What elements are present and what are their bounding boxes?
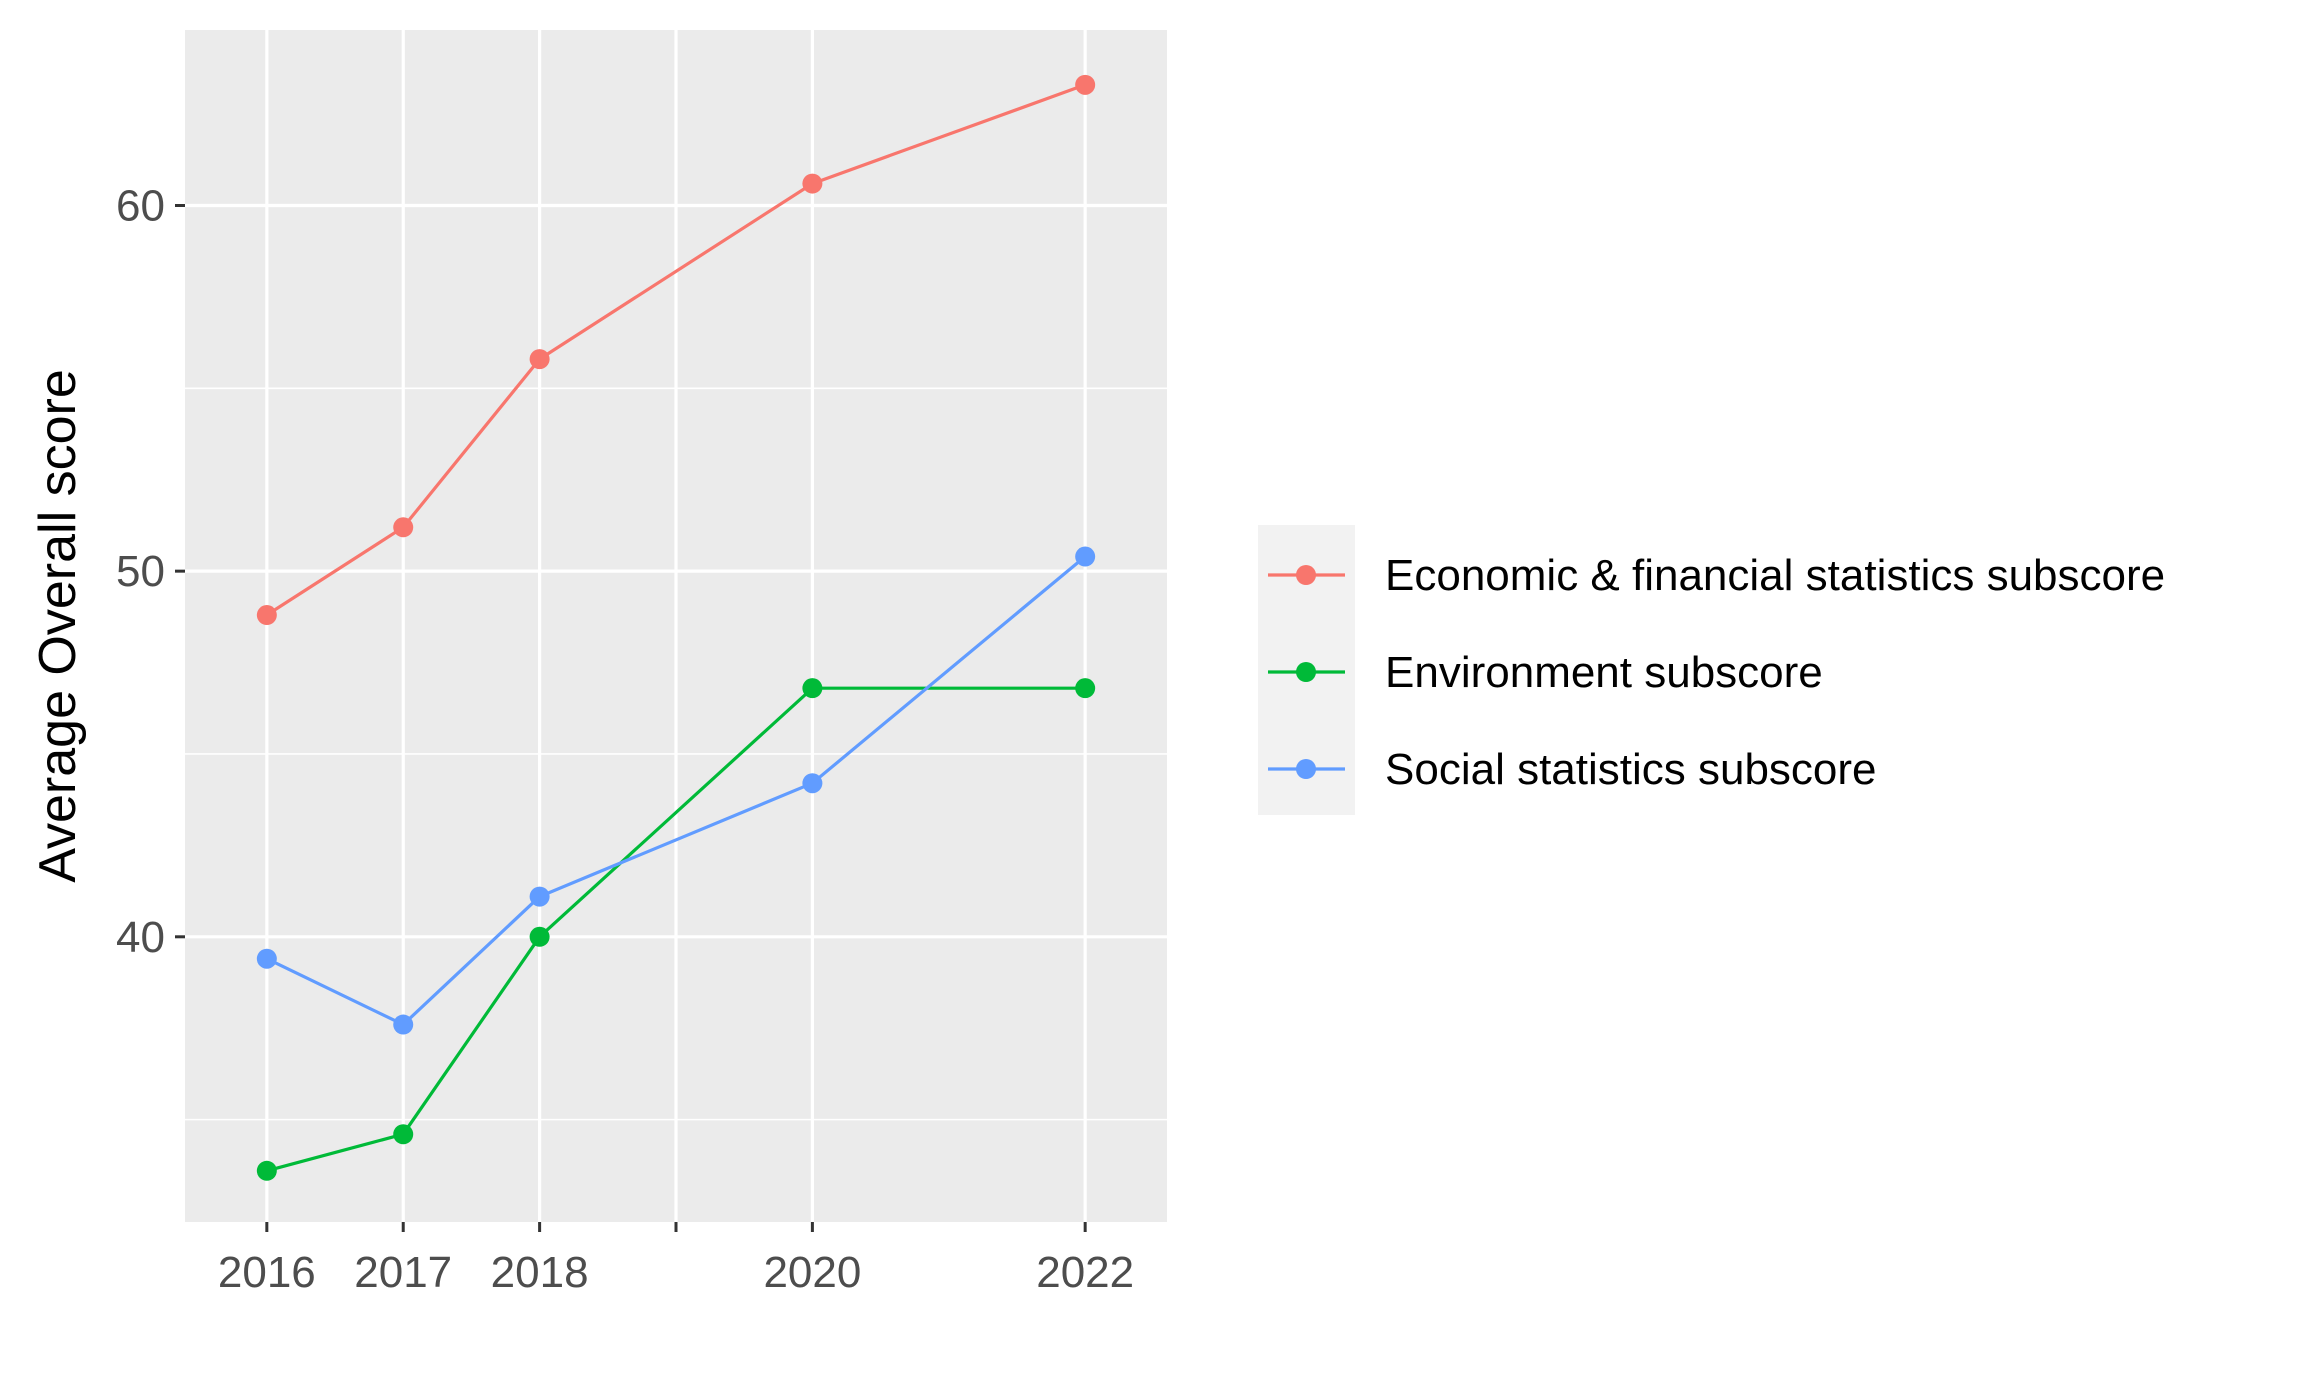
- data-point: [802, 173, 823, 194]
- legend-label: Environment subscore: [1385, 648, 1823, 697]
- data-point: [256, 948, 277, 969]
- series-layer: [256, 74, 1096, 1181]
- data-point: [393, 1014, 414, 1035]
- data-point: [802, 773, 823, 794]
- legend-key-point: [1296, 759, 1316, 779]
- data-point: [529, 926, 550, 947]
- legend-label: Social statistics subscore: [1385, 745, 1877, 794]
- y-axis: 40 50 60: [116, 182, 185, 962]
- y-tick-label: 60: [116, 182, 165, 231]
- data-point: [802, 678, 823, 699]
- data-point: [529, 886, 550, 907]
- data-point: [393, 517, 414, 538]
- x-tick-label: 2022: [1036, 1248, 1134, 1297]
- x-tick-label: 2020: [763, 1248, 861, 1297]
- legend: Economic & financial statistics subscore…: [1258, 525, 2165, 815]
- major-gridlines: [185, 30, 1167, 1222]
- x-tick-label: 2018: [491, 1248, 589, 1297]
- y-axis-title: Average Overall score: [29, 369, 87, 883]
- data-point: [1075, 546, 1096, 567]
- data-point: [1075, 74, 1096, 95]
- x-axis: 2016 2017 2018 2020 2022: [218, 1222, 1134, 1297]
- legend-label: Economic & financial statistics subscore: [1385, 551, 2165, 600]
- y-tick-label: 50: [116, 547, 165, 596]
- x-tick-label: 2016: [218, 1248, 316, 1297]
- y-tick-label: 40: [116, 913, 165, 962]
- data-point: [393, 1124, 414, 1145]
- data-point: [1075, 678, 1096, 699]
- legend-key-point: [1296, 565, 1316, 585]
- data-point: [529, 349, 550, 370]
- data-point: [256, 1160, 277, 1181]
- legend-key-point: [1296, 662, 1316, 682]
- data-point: [256, 605, 277, 626]
- x-tick-label: 2017: [354, 1248, 452, 1297]
